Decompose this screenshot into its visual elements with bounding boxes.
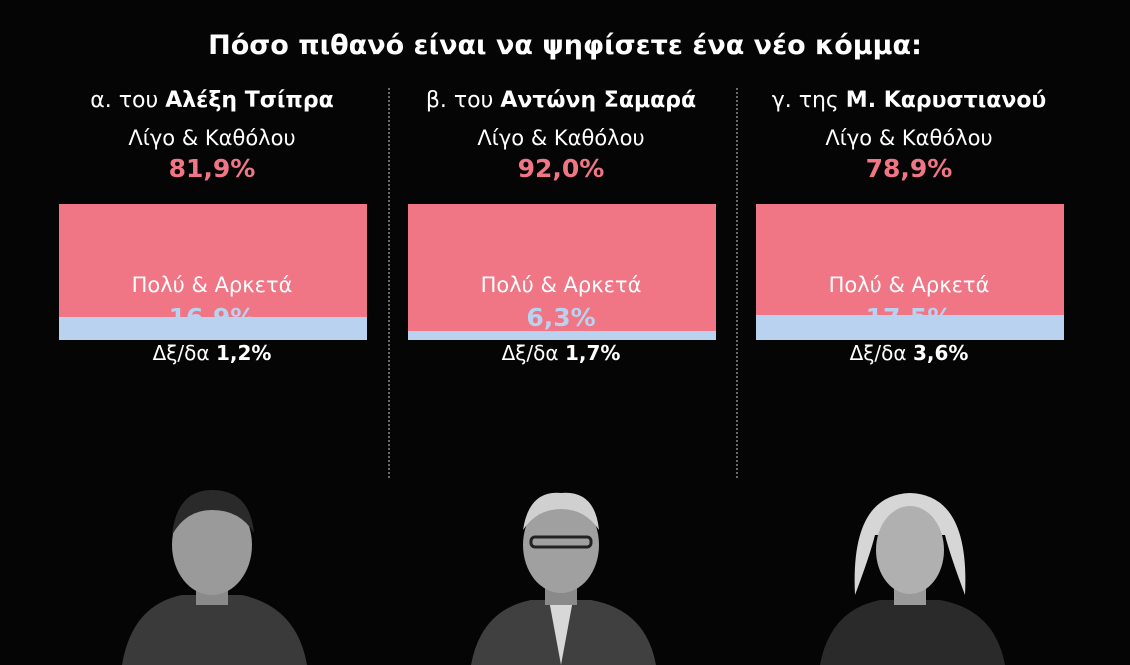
- dk-label: Δξ/δα: [502, 341, 565, 365]
- panel-name: Αλέξη Τσίπρα: [165, 88, 334, 113]
- low-label: Λίγο & Καθόλου: [401, 124, 721, 152]
- dk-line: Δξ/δα 1,7%: [401, 338, 721, 368]
- panel-lower-tsipras: Πολύ & Αρκετά 16,9% Δξ/δα 1,2%: [52, 270, 372, 368]
- panel-karystianou: γ. της Μ. Καρυστιανού Λίγο & Καθόλου 78,…: [749, 86, 1069, 186]
- panel-heading: β. του Αντώνη Σαμαρά: [401, 86, 721, 116]
- high-value: 16,9%: [52, 300, 372, 336]
- panel-prefix: β. του: [426, 88, 500, 113]
- panel-heading: γ. της Μ. Καρυστιανού: [749, 86, 1069, 116]
- panel-prefix: γ. της: [772, 88, 846, 113]
- dk-label: Δξ/δα: [153, 341, 216, 365]
- panel-prefix: α. του: [90, 88, 165, 113]
- panel-name: Αντώνη Σαμαρά: [500, 88, 696, 113]
- low-value: 92,0%: [401, 152, 721, 186]
- panel-lower-samaras: Πολύ & Αρκετά 6,3% Δξ/δα 1,7%: [401, 270, 721, 368]
- high-label: Πολύ & Αρκετά: [401, 270, 721, 300]
- dk-value: 1,7%: [565, 341, 620, 365]
- low-label: Λίγο & Καθόλου: [52, 124, 372, 152]
- high-value: 6,3%: [401, 300, 721, 336]
- low-value: 78,9%: [749, 152, 1069, 186]
- panel-divider: [388, 88, 390, 478]
- high-value: 17,5%: [749, 300, 1069, 336]
- person-portrait-icon: [461, 475, 661, 665]
- high-label: Πολύ & Αρκετά: [749, 270, 1069, 300]
- panel-lower-karystianou: Πολύ & Αρκετά 17,5% Δξ/δα 3,6%: [749, 270, 1069, 368]
- panel-name: Μ. Καρυστιανού: [846, 88, 1047, 113]
- dk-label: Δξ/δα: [850, 341, 913, 365]
- person-portrait-icon: [810, 475, 1010, 665]
- dk-value: 3,6%: [913, 341, 968, 365]
- person-portrait-icon: [112, 475, 312, 665]
- low-value: 81,9%: [52, 152, 372, 186]
- dk-value: 1,2%: [216, 341, 271, 365]
- dk-line: Δξ/δα 1,2%: [52, 338, 372, 368]
- low-label: Λίγο & Καθόλου: [749, 124, 1069, 152]
- panel-samaras: β. του Αντώνη Σαμαρά Λίγο & Καθόλου 92,0…: [401, 86, 721, 186]
- panel-heading: α. του Αλέξη Τσίπρα: [52, 86, 372, 116]
- panel-divider: [736, 88, 738, 478]
- high-label: Πολύ & Αρκετά: [52, 270, 372, 300]
- dk-line: Δξ/δα 3,6%: [749, 338, 1069, 368]
- chart-title: Πόσο πιθανό είναι να ψηφίσετε ένα νέο κό…: [0, 30, 1130, 61]
- panel-tsipras: α. του Αλέξη Τσίπρα Λίγο & Καθόλου 81,9%: [52, 86, 372, 186]
